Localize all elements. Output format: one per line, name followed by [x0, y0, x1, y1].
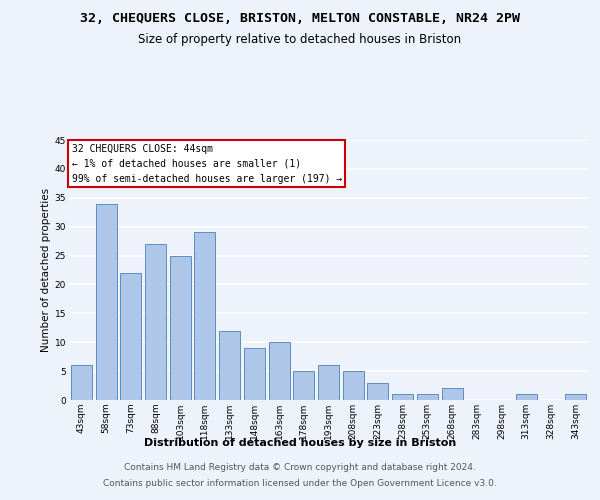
- Bar: [343, 371, 364, 400]
- Bar: [170, 256, 191, 400]
- Bar: [145, 244, 166, 400]
- Bar: [219, 330, 240, 400]
- Text: Distribution of detached houses by size in Briston: Distribution of detached houses by size …: [144, 438, 456, 448]
- Bar: [244, 348, 265, 400]
- Bar: [565, 394, 586, 400]
- Bar: [95, 204, 116, 400]
- Bar: [269, 342, 290, 400]
- Bar: [516, 394, 537, 400]
- Bar: [442, 388, 463, 400]
- Bar: [120, 273, 141, 400]
- Bar: [194, 232, 215, 400]
- Text: Contains public sector information licensed under the Open Government Licence v3: Contains public sector information licen…: [103, 478, 497, 488]
- Bar: [417, 394, 438, 400]
- Bar: [392, 394, 413, 400]
- Text: Contains HM Land Registry data © Crown copyright and database right 2024.: Contains HM Land Registry data © Crown c…: [124, 464, 476, 472]
- Y-axis label: Number of detached properties: Number of detached properties: [41, 188, 50, 352]
- Text: Size of property relative to detached houses in Briston: Size of property relative to detached ho…: [139, 32, 461, 46]
- Text: 32, CHEQUERS CLOSE, BRISTON, MELTON CONSTABLE, NR24 2PW: 32, CHEQUERS CLOSE, BRISTON, MELTON CONS…: [80, 12, 520, 26]
- Bar: [293, 371, 314, 400]
- Bar: [318, 366, 339, 400]
- Bar: [71, 366, 92, 400]
- Bar: [367, 382, 388, 400]
- Text: 32 CHEQUERS CLOSE: 44sqm
← 1% of detached houses are smaller (1)
99% of semi-det: 32 CHEQUERS CLOSE: 44sqm ← 1% of detache…: [71, 144, 342, 184]
